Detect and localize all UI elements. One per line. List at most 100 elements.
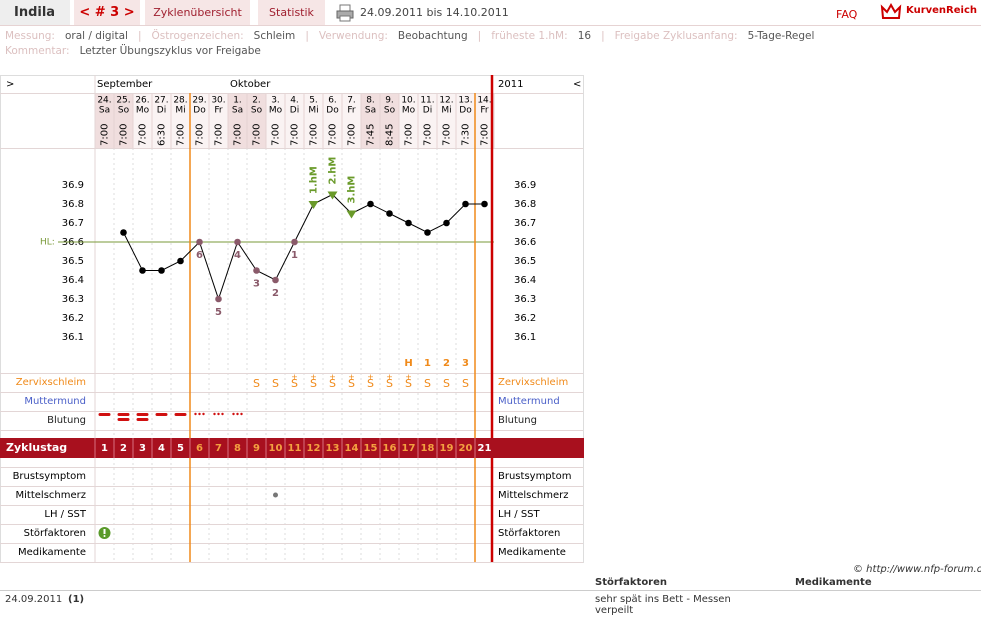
cycle-nav[interactable]: < # 3 > — [74, 0, 140, 25]
separator: | — [601, 30, 605, 42]
y-tick-label: 36.1 — [514, 332, 536, 343]
temperature-point — [158, 267, 165, 274]
user-name: Indila — [0, 0, 70, 25]
weekday: Mi — [441, 106, 451, 116]
day-date: 2. — [252, 96, 261, 106]
day-date: 24. — [97, 96, 111, 106]
brand-logo — [880, 2, 902, 19]
point-label: 2 — [272, 288, 279, 299]
day-date: 3. — [271, 96, 280, 106]
temperature-point — [462, 200, 469, 208]
time: 8:45 — [385, 124, 396, 146]
time: 7:00 — [271, 124, 282, 146]
weekday: Fr — [347, 106, 356, 116]
cycle-day: 18 — [421, 443, 435, 454]
point-label: 5 — [215, 307, 222, 318]
y-tick-label: 36.2 — [62, 313, 84, 324]
bleeding-mark — [117, 418, 130, 421]
bleeding-dot — [202, 412, 205, 416]
day-date: 14. — [477, 96, 491, 106]
y-tick-label: 36.6 — [514, 237, 536, 248]
cycle-day: 20 — [459, 443, 473, 454]
row-label: Muttermund — [24, 396, 86, 407]
info-line: Messung: oral / digital | Östrogenzeiche… — [5, 30, 821, 42]
weekday: Di — [290, 106, 299, 116]
day-date: 4. — [290, 96, 299, 106]
print-icon[interactable] — [336, 3, 356, 23]
table-header: Medikamente — [795, 577, 872, 588]
day-date: 6. — [328, 96, 337, 106]
cycle-day: 3 — [139, 443, 146, 454]
temperature-point — [120, 229, 127, 236]
temperature-point — [139, 267, 146, 274]
field-label: Östrogenzeichen: — [151, 30, 244, 42]
hm-label: 1.hM — [309, 166, 320, 194]
weekend-shade — [380, 93, 399, 148]
cervix: S — [386, 377, 393, 390]
table-cell: (1) — [68, 594, 85, 605]
cycle-day: 13 — [326, 443, 340, 454]
pain-dot — [273, 492, 278, 498]
weekday: Mo — [402, 106, 416, 116]
day-date: 29. — [192, 96, 206, 106]
hm-label: 3.hM — [347, 176, 358, 204]
bleeding-mark — [117, 413, 130, 416]
day-date: 26. — [135, 96, 149, 106]
y-tick-label: 36.3 — [514, 294, 536, 305]
cycle-day: 4 — [158, 443, 165, 454]
bleeding-mark — [98, 413, 111, 416]
time: 7:45 — [366, 124, 377, 146]
bleeding-dot — [198, 412, 201, 416]
cycle-day: 10 — [269, 443, 283, 454]
row-label: LH / SST — [44, 509, 87, 520]
cycle-band — [0, 438, 584, 458]
temperature-point — [405, 219, 412, 227]
day-date: 8. — [366, 96, 375, 106]
weekday: Mi — [175, 106, 185, 116]
cycle-day: 9 — [253, 443, 260, 454]
field-label: Verwendung: — [318, 30, 388, 42]
temperature-point — [424, 229, 431, 236]
nav: > — [6, 79, 14, 90]
comment-label: Kommentar: — [5, 45, 70, 57]
row-label: Blutung — [47, 415, 86, 426]
row-label: Brustsymptom — [13, 471, 86, 482]
time: 7:00 — [176, 124, 187, 146]
y-tick-label: 36.4 — [514, 275, 536, 286]
tab[interactable]: Statistik — [258, 0, 325, 25]
table-header: Störfaktoren — [595, 577, 668, 588]
weekday: Mo — [136, 106, 150, 116]
temperature-point — [215, 295, 222, 303]
tab[interactable]: Zyklenübersicht — [145, 0, 250, 25]
bleeding-mark — [174, 413, 187, 416]
peak-label: H — [404, 358, 412, 369]
weekday: So — [251, 106, 263, 116]
day-date: 7. — [347, 96, 356, 106]
weekday: Do — [193, 106, 206, 116]
separator: | — [137, 30, 142, 42]
table-cell: sehr spät ins Bett - Messen verpeilt — [595, 594, 731, 616]
table-rule — [0, 590, 981, 591]
cycle-day: 16 — [383, 443, 397, 454]
cervix: S — [462, 377, 469, 390]
cervix: S — [424, 377, 431, 390]
time: 7:00 — [290, 124, 301, 146]
cervix-plus: + — [386, 373, 393, 382]
top-bar — [0, 0, 981, 26]
field-label: Messung: — [5, 30, 55, 42]
bleeding-dot — [240, 412, 243, 416]
weekday: So — [384, 106, 396, 116]
y-tick-label: 36.8 — [514, 199, 536, 210]
cycle-day: 11 — [288, 443, 302, 454]
copyright: © http://www.nfp-forum.de — [853, 564, 981, 575]
cervix-plus: + — [310, 373, 317, 382]
time: 7:00 — [119, 124, 130, 146]
weekday: Mi — [308, 106, 318, 116]
cervix: S — [443, 377, 450, 390]
temperature-point — [481, 200, 488, 208]
field-label: früheste 1.hM: — [491, 30, 568, 42]
faq-link[interactable]: FAQ — [836, 8, 858, 21]
field-value: 5-Tage-Regel — [747, 30, 815, 42]
cervix: S — [253, 377, 260, 390]
